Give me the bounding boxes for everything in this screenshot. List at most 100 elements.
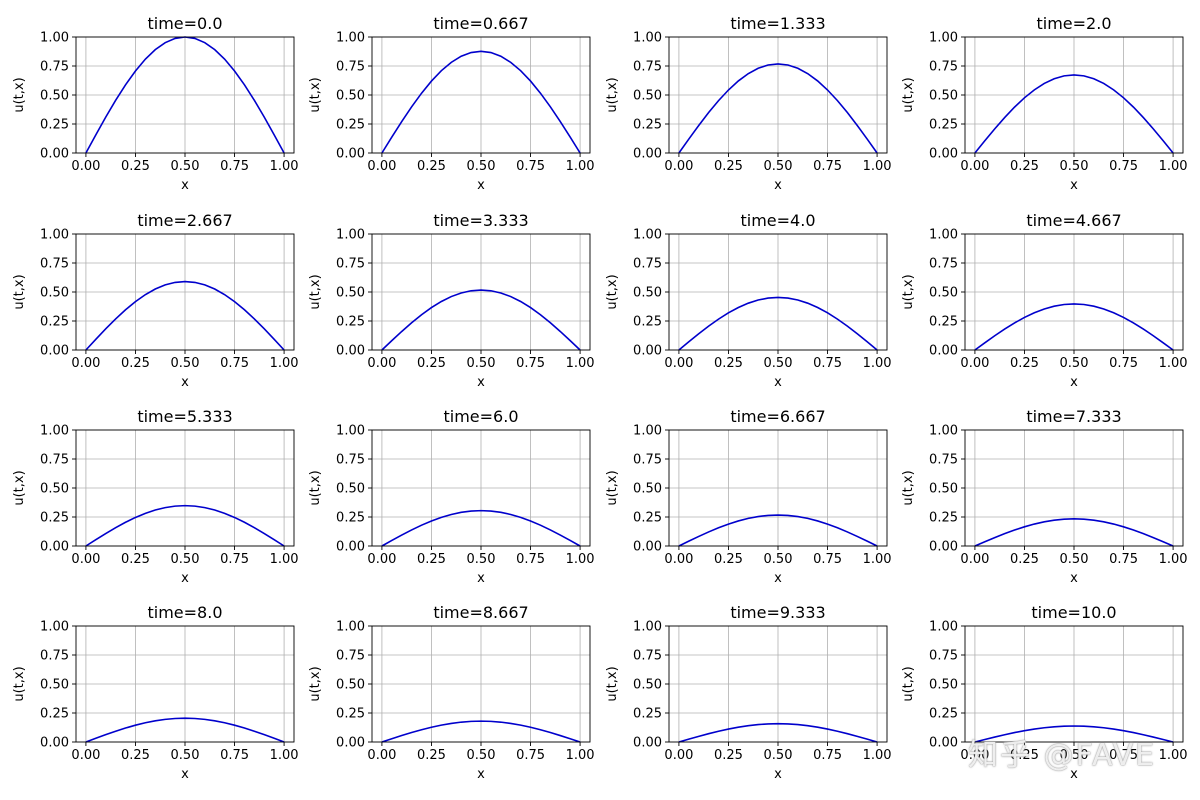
y-tick-label: 0.25 — [336, 315, 365, 330]
y-tick-label: 1.00 — [40, 31, 69, 46]
x-tick-label: 0.00 — [367, 552, 396, 567]
x-tick-label: 1.00 — [270, 159, 299, 174]
x-tick-label: 0.75 — [813, 552, 842, 567]
x-tick-label: 1.00 — [1159, 552, 1188, 567]
x-axis-label: x — [477, 571, 485, 586]
x-axis-label: x — [181, 178, 189, 193]
y-axis-label: u(t,x) — [605, 666, 620, 701]
x-axis-label: x — [181, 767, 189, 782]
subplot-title: time=6.0 — [444, 407, 519, 426]
x-tick-label: 0.25 — [714, 552, 743, 567]
x-tick-label: 0.25 — [714, 356, 743, 371]
series-line — [381, 289, 581, 351]
series-line — [678, 514, 878, 547]
x-tick-label: 0.00 — [367, 748, 396, 763]
y-tick-label: 0.50 — [336, 678, 365, 693]
x-tick-label: 0.50 — [1060, 159, 1089, 174]
y-tick-label: 0.25 — [633, 315, 662, 330]
y-tick-label: 0.00 — [40, 540, 69, 555]
y-tick-label: 0.50 — [40, 286, 69, 301]
series-line — [678, 722, 878, 743]
x-axis-label: x — [1070, 571, 1078, 586]
y-tick-label: 0.00 — [336, 736, 365, 751]
x-tick-label: 0.75 — [813, 748, 842, 763]
x-tick-label: 1.00 — [270, 552, 299, 567]
series-line — [381, 720, 581, 743]
x-axis-label: x — [477, 767, 485, 782]
x-tick-label: 0.25 — [121, 356, 150, 371]
subplot-title: time=7.333 — [1026, 407, 1121, 426]
x-tick-label: 0.00 — [960, 552, 989, 567]
series-line — [678, 63, 878, 154]
y-tick-label: 1.00 — [40, 620, 69, 635]
y-axis-label: u(t,x) — [12, 274, 27, 309]
y-tick-label: 0.75 — [40, 257, 69, 272]
x-tick-label: 0.00 — [367, 159, 396, 174]
y-tick-label: 0.25 — [929, 511, 958, 526]
y-tick-label: 0.75 — [929, 453, 958, 468]
y-tick-label: 1.00 — [633, 424, 662, 439]
x-tick-label: 0.75 — [220, 552, 249, 567]
series-line — [678, 296, 878, 351]
subplot-13: 0.00 0.25 0.50 0.75 1.00 0.00 0.25 0.50 0.75 1.00… — [12, 603, 299, 782]
series-line — [85, 504, 285, 547]
x-tick-label: 0.50 — [1060, 748, 1089, 763]
x-tick-label: 0.50 — [764, 748, 793, 763]
x-tick-label: 0.25 — [121, 552, 150, 567]
x-tick-label: 1.00 — [270, 356, 299, 371]
subplot-title: time=4.0 — [741, 211, 816, 230]
y-axis-label: u(t,x) — [12, 470, 27, 505]
x-tick-label: 0.75 — [516, 748, 545, 763]
x-tick-label: 0.50 — [1060, 552, 1089, 567]
subplot-title: time=10.0 — [1031, 603, 1116, 622]
x-tick-label: 0.50 — [171, 159, 200, 174]
series-line — [85, 280, 285, 351]
x-tick-label: 0.25 — [714, 748, 743, 763]
x-tick-label: 0.50 — [764, 159, 793, 174]
x-tick-label: 1.00 — [270, 748, 299, 763]
x-tick-label: 1.00 — [566, 159, 595, 174]
subplot-title: time=8.667 — [433, 603, 528, 622]
series-line — [974, 74, 1174, 154]
x-tick-label: 0.75 — [220, 748, 249, 763]
y-tick-label: 0.75 — [633, 453, 662, 468]
x-tick-label: 1.00 — [863, 552, 892, 567]
y-tick-label: 0.00 — [633, 736, 662, 751]
y-tick-label: 0.75 — [336, 257, 365, 272]
x-tick-label: 0.25 — [1010, 748, 1039, 763]
y-tick-label: 0.25 — [929, 315, 958, 330]
x-axis-label: x — [774, 571, 782, 586]
x-tick-label: 0.75 — [516, 552, 545, 567]
y-tick-label: 0.50 — [929, 286, 958, 301]
y-tick-label: 0.50 — [336, 286, 365, 301]
x-tick-label: 0.75 — [220, 159, 249, 174]
x-tick-label: 0.75 — [1109, 356, 1138, 371]
x-tick-label: 0.25 — [417, 356, 446, 371]
y-tick-label: 0.75 — [633, 257, 662, 272]
x-tick-label: 1.00 — [1159, 159, 1188, 174]
watermark: 知乎 @FAVE — [968, 738, 1157, 773]
series-line — [974, 518, 1174, 547]
y-tick-label: 0.50 — [40, 482, 69, 497]
y-tick-label: 0.75 — [336, 453, 365, 468]
y-tick-label: 1.00 — [40, 228, 69, 243]
y-tick-label: 0.50 — [929, 678, 958, 693]
x-tick-label: 0.75 — [1109, 748, 1138, 763]
y-tick-label: 0.25 — [40, 511, 69, 526]
x-tick-label: 0.75 — [516, 159, 545, 174]
x-tick-label: 0.25 — [417, 159, 446, 174]
y-tick-label: 1.00 — [40, 424, 69, 439]
y-tick-label: 0.00 — [336, 344, 365, 359]
y-tick-label: 1.00 — [929, 228, 958, 243]
x-axis-label: x — [1070, 767, 1078, 782]
x-tick-label: 1.00 — [566, 552, 595, 567]
y-axis-label: u(t,x) — [605, 77, 620, 112]
x-tick-label: 0.25 — [1010, 159, 1039, 174]
x-tick-label: 0.75 — [1109, 552, 1138, 567]
x-tick-label: 0.00 — [71, 552, 100, 567]
x-tick-label: 0.25 — [1010, 552, 1039, 567]
subplot-title: time=3.333 — [433, 211, 528, 230]
y-axis-label: u(t,x) — [901, 470, 916, 505]
y-tick-label: 0.50 — [336, 89, 365, 104]
